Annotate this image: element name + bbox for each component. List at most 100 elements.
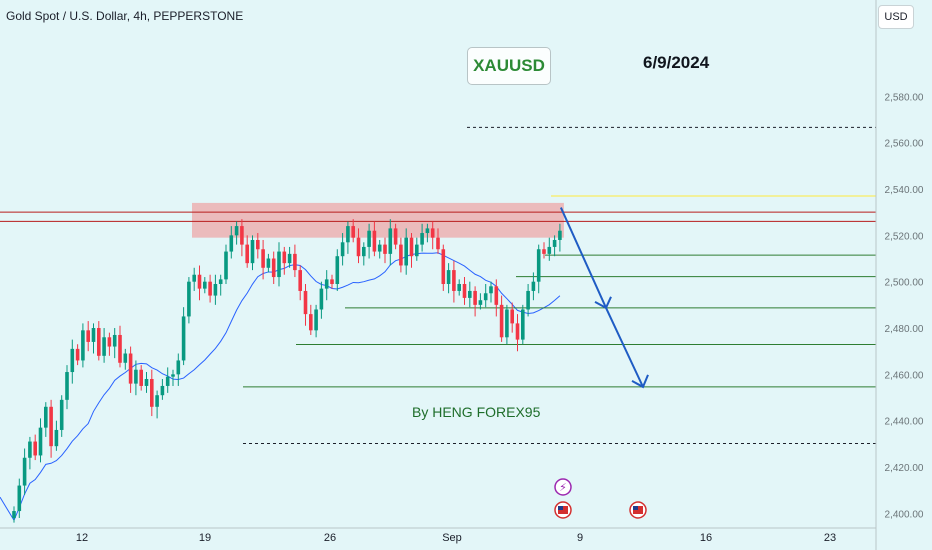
candle-body xyxy=(229,235,234,252)
x-tick-label: Sep xyxy=(442,532,462,544)
candle-body xyxy=(97,328,101,356)
candle-body xyxy=(383,244,387,254)
candle-body xyxy=(22,457,27,486)
candle-body xyxy=(282,251,287,264)
candle-body xyxy=(287,253,292,264)
candle-body xyxy=(139,369,143,386)
candle-body xyxy=(107,337,112,347)
candle-body xyxy=(324,279,329,289)
candle-body xyxy=(112,334,117,347)
y-tick-label: 2,540.00 xyxy=(885,185,924,196)
candle-body xyxy=(542,249,546,254)
candle-body xyxy=(144,378,149,386)
candle-body xyxy=(150,378,154,407)
candle-body xyxy=(245,244,249,264)
candle-body xyxy=(558,230,562,240)
candle-body xyxy=(415,244,419,257)
candle-body xyxy=(277,251,281,278)
x-tick-label: 26 xyxy=(324,532,336,544)
candle-body xyxy=(452,270,456,291)
x-tick-label: 16 xyxy=(700,532,712,544)
y-tick-label: 2,400.00 xyxy=(885,509,924,520)
y-tick-label: 2,420.00 xyxy=(885,463,924,474)
candle-body xyxy=(356,237,361,257)
lightning-icon: ⚡ xyxy=(559,481,567,494)
candle-body xyxy=(70,348,75,373)
candle-body xyxy=(33,441,37,456)
candle-body xyxy=(256,239,260,250)
candle-body xyxy=(192,274,196,282)
candle-body xyxy=(17,485,22,512)
candle-body xyxy=(536,249,541,282)
candle-body xyxy=(468,290,472,298)
y-tick-label: 2,560.00 xyxy=(885,139,924,150)
candle-body xyxy=(59,399,64,430)
candle-body xyxy=(505,309,509,338)
candle-body xyxy=(494,286,499,305)
y-tick-label: 2,580.00 xyxy=(885,92,924,103)
candle-body xyxy=(266,258,271,268)
candle-body xyxy=(134,369,138,384)
candle-body xyxy=(293,253,297,271)
candle-body xyxy=(441,249,446,284)
candle-body xyxy=(393,228,398,245)
candle-body xyxy=(547,246,552,254)
candle-body xyxy=(430,228,435,238)
candle-body xyxy=(271,258,276,278)
candle-body xyxy=(81,330,85,361)
resistance-zone xyxy=(192,202,564,238)
y-tick-label: 2,460.00 xyxy=(885,370,924,381)
candle-body xyxy=(478,300,483,305)
currency-button[interactable]: USD xyxy=(878,5,914,29)
candle-body xyxy=(44,406,48,428)
author-label: By HENG FOREX95 xyxy=(412,404,541,420)
candle-body xyxy=(12,511,16,518)
candle-body xyxy=(372,230,377,252)
x-tick-label: 19 xyxy=(199,532,211,544)
candle-body xyxy=(49,406,53,447)
candle-body xyxy=(446,270,451,284)
candle-body xyxy=(399,244,403,266)
candle-body xyxy=(118,334,122,363)
candle-body xyxy=(171,374,175,377)
candle-body xyxy=(213,284,218,296)
candle-body xyxy=(165,376,170,386)
candle-body xyxy=(409,237,414,257)
candle-body xyxy=(224,251,228,280)
x-tick-label: 12 xyxy=(76,532,88,544)
x-tick-label: 23 xyxy=(824,532,836,544)
candle-body xyxy=(314,309,318,331)
candle-body xyxy=(181,316,186,361)
date-label: 6/9/2024 xyxy=(643,53,710,72)
candle-body xyxy=(483,293,488,301)
y-tick-label: 2,500.00 xyxy=(885,278,924,289)
y-tick-label: 2,440.00 xyxy=(885,417,924,428)
x-tick-label: 9 xyxy=(577,532,583,544)
candle-body xyxy=(303,290,308,315)
arrow-head xyxy=(631,374,649,389)
candle-body xyxy=(367,230,371,247)
candle-body xyxy=(499,304,504,338)
lightning-icon xyxy=(554,478,572,496)
candle-body xyxy=(298,270,302,291)
candle-body xyxy=(187,281,191,317)
candle-body xyxy=(176,360,181,375)
candle-body xyxy=(102,337,106,356)
candle-body xyxy=(54,429,59,447)
candle-body xyxy=(420,233,424,245)
candle-body xyxy=(234,226,239,236)
candle-body xyxy=(436,237,440,250)
candle-body xyxy=(425,228,430,234)
candle-body xyxy=(319,288,324,310)
candle-body xyxy=(526,290,530,310)
candle-body xyxy=(38,427,43,456)
candle-body xyxy=(91,328,96,342)
candle-body xyxy=(75,348,80,361)
candle-body xyxy=(473,290,477,305)
candle-body xyxy=(28,441,32,458)
candle-body xyxy=(531,281,536,291)
symbol-label: XAUUSD xyxy=(467,47,551,85)
candle-body xyxy=(128,353,133,384)
